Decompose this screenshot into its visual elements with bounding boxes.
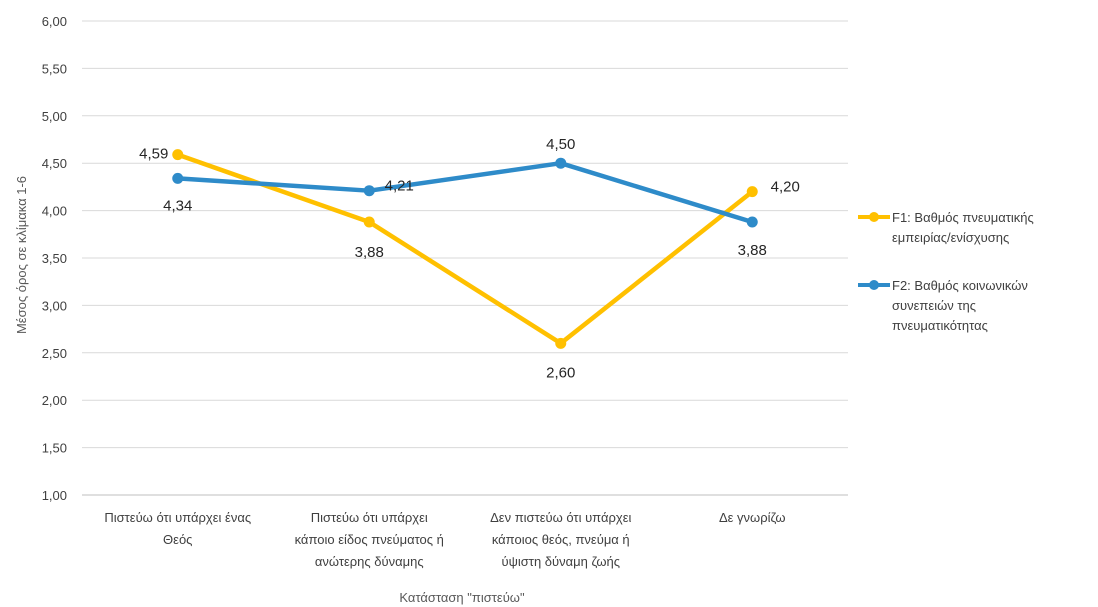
series-line-f2 bbox=[175, 160, 755, 225]
x-category-1: Πιστεύω ότι υπάρχει κάποιο είδος πνεύματο… bbox=[295, 510, 444, 569]
legend-label-f2-line-2: συνεπειών της bbox=[892, 298, 976, 313]
y-tick-label-0: 1,00 bbox=[42, 488, 67, 503]
legend-marker-f2 bbox=[869, 280, 879, 290]
data-label-f2-1: 4,21 bbox=[385, 178, 414, 195]
x-category-1-line-2: ανώτερης δύναμης bbox=[315, 554, 424, 569]
legend-label-f2-line-3: πνευματικότητας bbox=[892, 318, 988, 333]
x-category-2: Δεν πιστεύω ότι υπάρχει κάποιος θεός, πνε… bbox=[490, 510, 631, 569]
data-label-f1-3: 4,20 bbox=[771, 179, 800, 196]
x-category-1-line-1: κάποιο είδος πνεύματος ή bbox=[295, 532, 444, 547]
y-tick-label-5: 3,50 bbox=[42, 251, 67, 266]
x-category-0-line-0: Πιστεύω ότι υπάρχει ένας bbox=[104, 510, 251, 525]
legend-item-f1[interactable]: F1: Βαθμός πνευματικής εμπειρίας/ενίσχυσ… bbox=[858, 208, 1093, 248]
data-label-f2-3: 3,88 bbox=[738, 242, 767, 259]
y-tick-label-2: 2,00 bbox=[42, 393, 67, 408]
legend-swatch-f1 bbox=[858, 209, 890, 225]
legend-label-f1: F1: Βαθμός πνευματικής εμπειρίας/ενίσχυσ… bbox=[890, 208, 1034, 248]
legend-label-f1-line-1: F1: Βαθμός πνευματικής bbox=[892, 210, 1034, 225]
legend-label-f2-line-1: F2: Βαθμός κοινωνικών bbox=[892, 278, 1028, 293]
legend-label-f1-line-2: εμπειρίας/ενίσχυσης bbox=[892, 230, 1010, 245]
y-tick-label-4: 3,00 bbox=[42, 298, 67, 313]
x-category-0: Πιστεύω ότι υπάρχει ένας Θεός bbox=[104, 510, 251, 547]
series-f1-point-3 bbox=[746, 186, 758, 198]
data-label-f1-1: 3,88 bbox=[355, 244, 384, 261]
data-labels: 4,59 3,88 2,60 4,20 4,34 4,21 4,50 3,88 bbox=[139, 136, 800, 381]
data-label-f2-2: 4,50 bbox=[546, 136, 575, 153]
data-label-f1-0: 4,59 bbox=[139, 146, 168, 163]
series-f1-point-2 bbox=[555, 337, 567, 349]
y-tick-label-1: 1,50 bbox=[42, 441, 67, 456]
x-category-2-line-0: Δεν πιστεύω ότι υπάρχει bbox=[490, 510, 631, 525]
gridlines bbox=[82, 20, 848, 496]
series-f2-point-0 bbox=[172, 172, 184, 184]
y-tick-label-3: 2,50 bbox=[42, 346, 67, 361]
series-f2-point-1 bbox=[363, 185, 375, 197]
x-category-2-line-1: κάποιος θεός, πνεύμα ή bbox=[492, 532, 630, 547]
x-axis-title: Κατάσταση "πιστεύω" bbox=[399, 590, 525, 605]
series-f1-point-1 bbox=[363, 216, 375, 228]
y-tick-label-10: 6,00 bbox=[42, 14, 67, 29]
legend-marker-f1 bbox=[869, 212, 879, 222]
legend-label-f2: F2: Βαθμός κοινωνικών συνεπειών της πνευ… bbox=[890, 276, 1028, 336]
series-f1-point-0 bbox=[172, 149, 184, 161]
y-axis-tick-labels: 1,00 1,50 2,00 2,50 3,00 3,50 4,00 4,50 5,00 5,50… bbox=[42, 14, 67, 503]
legend-swatch-f2 bbox=[858, 277, 890, 293]
series-f2-point-2 bbox=[555, 157, 567, 169]
legend-item-f2[interactable]: F2: Βαθμός κοινωνικών συνεπειών της πνευ… bbox=[858, 276, 1093, 336]
data-label-f1-2: 2,60 bbox=[546, 364, 575, 381]
x-category-3-line-0: Δε γνωρίζω bbox=[719, 510, 786, 525]
x-category-1-line-0: Πιστεύω ότι υπάρχει bbox=[311, 510, 428, 525]
data-label-f2-0: 4,34 bbox=[163, 197, 192, 214]
y-tick-label-8: 5,00 bbox=[42, 109, 67, 124]
series-line-f1 bbox=[175, 152, 755, 346]
series-f2-point-3 bbox=[746, 216, 758, 228]
y-axis-title: Μέσος όρος σε κλίμακα 1-6 bbox=[14, 176, 29, 334]
y-tick-label-7: 4,50 bbox=[42, 156, 67, 171]
y-tick-label-9: 5,50 bbox=[42, 61, 67, 76]
series-layer bbox=[172, 149, 758, 349]
x-category-2-line-2: ύψιστη δύναμη ζωής bbox=[502, 554, 620, 569]
x-category-3: Δε γνωρίζω bbox=[719, 510, 786, 525]
legend: F1: Βαθμός πνευματικής εμπειρίας/ενίσχυσ… bbox=[858, 208, 1093, 364]
y-tick-label-6: 4,00 bbox=[42, 204, 67, 219]
x-category-0-line-1: Θεός bbox=[163, 532, 192, 547]
